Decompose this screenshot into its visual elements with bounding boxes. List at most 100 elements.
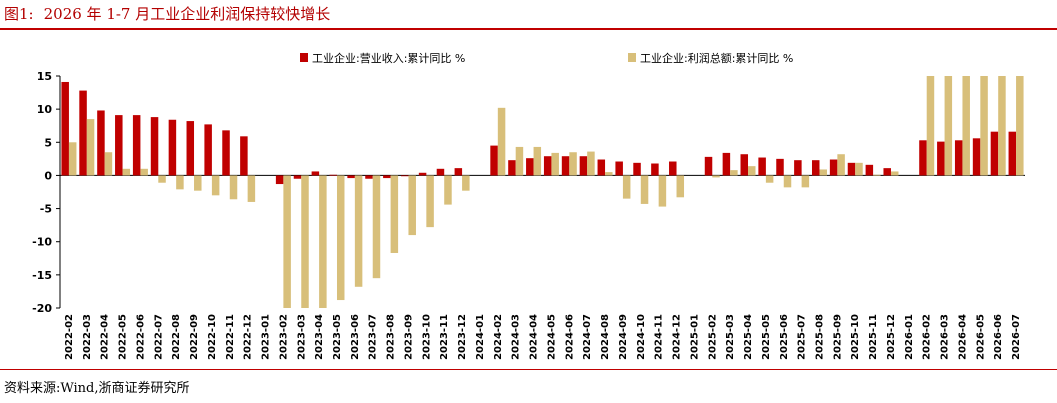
bar-revenue xyxy=(615,161,623,176)
bar-revenue xyxy=(61,81,69,176)
x-tick-label: 2025-01 xyxy=(689,314,700,360)
x-tick-label: 2022-02 xyxy=(64,314,75,360)
bar-revenue xyxy=(132,115,141,176)
x-tick-label: 2023-04 xyxy=(314,314,325,360)
x-tick-label: 2025-08 xyxy=(814,314,825,360)
x-tick-label: 2022-11 xyxy=(225,314,236,360)
bar-revenue xyxy=(400,175,409,177)
bar-profit xyxy=(86,119,95,176)
bar-revenue xyxy=(418,172,427,176)
bar-profit xyxy=(926,76,935,176)
x-tick-label: 2024-07 xyxy=(582,314,593,360)
bar-profit xyxy=(140,168,148,176)
y-tick-label: 15 xyxy=(37,70,52,83)
bar-revenue xyxy=(543,156,552,176)
bar-profit xyxy=(998,76,1006,176)
bar-revenue xyxy=(329,174,337,176)
x-tick-label: 2024-12 xyxy=(672,314,683,360)
bar-profit xyxy=(444,175,452,205)
bar-revenue xyxy=(883,168,891,176)
bar-profit xyxy=(426,175,434,228)
bar-revenue xyxy=(847,162,856,176)
bar-revenue xyxy=(829,159,838,176)
x-tick-label: 2022-05 xyxy=(118,314,129,360)
bar-profit xyxy=(283,175,291,308)
y-tick-label: 10 xyxy=(37,103,53,116)
x-tick-label: 2023-09 xyxy=(403,314,414,360)
bar-profit xyxy=(104,152,113,176)
x-tick-label: 2023-05 xyxy=(332,314,343,360)
bar-revenue xyxy=(454,168,463,176)
bar-revenue xyxy=(436,168,445,176)
bar-revenue xyxy=(990,131,999,176)
x-tick-label: 2026-01 xyxy=(904,314,915,360)
bar-profit xyxy=(587,151,595,176)
bar-profit xyxy=(158,175,166,183)
x-tick-label: 2026-04 xyxy=(957,314,968,360)
x-tick-label: 2024-04 xyxy=(529,314,540,360)
legend-label-revenue: 工业企业:营业收入:累计同比 % xyxy=(312,51,465,65)
bar-revenue xyxy=(204,124,212,176)
figure-title: 图1: 2026 年 1-7 月工业企业利润保持较快增长 xyxy=(4,3,330,24)
bar-profit xyxy=(569,152,577,176)
bar-revenue xyxy=(168,119,177,176)
x-tick-label: 2022-10 xyxy=(207,314,218,360)
bar-revenue xyxy=(740,154,749,176)
bar-profit xyxy=(622,175,631,199)
bar-profit xyxy=(730,170,738,176)
bar-profit xyxy=(533,146,542,176)
bar-profit xyxy=(229,175,238,200)
bar-profit xyxy=(176,175,184,190)
x-tick-label: 2025-06 xyxy=(779,314,790,360)
bar-profit xyxy=(462,175,470,191)
bar-profit xyxy=(962,76,970,176)
y-tick-label: 5 xyxy=(44,136,52,149)
x-tick-label: 2024-06 xyxy=(564,314,575,360)
bar-chart: 15 10 5 0 -5 -10 -15 -20 2022-02 2022-03 2022-04 20… xyxy=(32,51,1025,360)
bar-profit xyxy=(873,174,881,176)
bar-profit xyxy=(211,175,220,196)
x-tick-label: 2022-07 xyxy=(153,314,164,360)
bar-revenue xyxy=(275,175,284,185)
bar-profit xyxy=(68,142,77,176)
x-tick-label: 2023-02 xyxy=(278,314,289,360)
legend-swatch-revenue xyxy=(300,53,308,62)
bar-profit xyxy=(551,152,559,176)
bar-profit xyxy=(390,175,399,253)
bar-profit xyxy=(748,166,756,176)
x-tick-label: 2025-11 xyxy=(868,314,879,360)
x-tick-label: 2022-08 xyxy=(171,314,182,360)
bar-revenue xyxy=(954,140,963,176)
bar-revenue xyxy=(311,171,320,176)
bar-revenue xyxy=(222,130,230,176)
bar-revenue xyxy=(776,158,784,176)
y-tick-label: -15 xyxy=(32,269,52,282)
x-tick-label: 2026-05 xyxy=(975,314,986,360)
x-tick-label: 2025-03 xyxy=(725,314,736,360)
x-tick-label: 2023-10 xyxy=(421,314,432,360)
x-tick-label: 2025-07 xyxy=(797,314,808,360)
legend-swatch-profit xyxy=(628,53,636,62)
bar-revenue xyxy=(365,175,373,179)
x-tick-label: 2023-03 xyxy=(296,314,307,360)
bar-revenue xyxy=(97,110,105,176)
bar-profit xyxy=(944,76,953,176)
x-tick-label: 2024-02 xyxy=(493,314,504,360)
x-tick-label: 2025-02 xyxy=(707,314,718,360)
bar-revenue xyxy=(1008,131,1017,176)
x-tick-label: 2024-03 xyxy=(511,314,522,360)
x-tick-label: 2023-06 xyxy=(350,314,361,360)
bar-profit xyxy=(890,171,899,176)
bar-revenue xyxy=(937,141,945,176)
bar-profit xyxy=(372,175,381,279)
bar-profit xyxy=(1016,76,1024,176)
bar-profit xyxy=(640,175,649,204)
x-tick-label: 2022-06 xyxy=(135,314,146,360)
x-tick-label: 2026-02 xyxy=(922,314,933,360)
bar-revenue xyxy=(811,160,820,176)
bar-revenue xyxy=(347,175,355,179)
figure-title-text: 2026 年 1-7 月工业企业利润保持较快增长 xyxy=(43,5,331,23)
bar-profit xyxy=(658,175,667,207)
bar-revenue xyxy=(508,160,516,176)
x-tick-label: 2024-09 xyxy=(618,314,629,360)
